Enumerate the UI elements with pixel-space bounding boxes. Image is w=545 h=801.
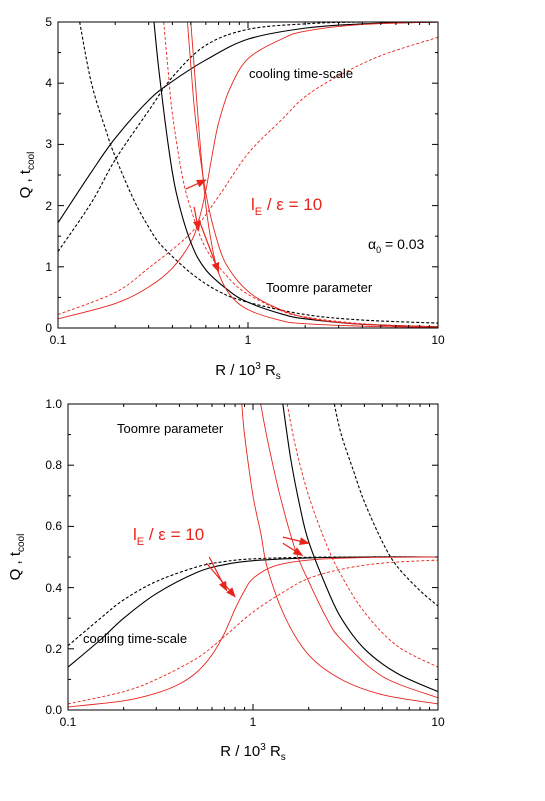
y-tick-label: 1.0 [45, 397, 62, 411]
top-x-tick-labels: 0.1 1 10 [50, 333, 445, 347]
x-tick-label: 10 [431, 715, 445, 729]
y-tick-label: 1 [45, 260, 52, 274]
top-cooling-annotation: cooling time-scale [249, 66, 353, 81]
y-tick-label: 3 [45, 137, 52, 151]
solid-red-series-line [190, 22, 438, 328]
x-tick-label: 1 [250, 715, 257, 729]
dashed-black-series-line [68, 556, 438, 647]
solid-red-series-line [186, 22, 438, 328]
solid-red-series-line [260, 404, 438, 699]
y-tick-label: 0 [45, 321, 52, 335]
top-curves [58, 22, 438, 328]
solid-black-series-line [282, 404, 438, 693]
y-tick-label: 4 [45, 76, 52, 90]
dashed-red-series-line [58, 36, 438, 315]
bottom-ratio-annotation: lE / ε = 10 [133, 525, 204, 548]
dashed-red-series-line [163, 22, 438, 328]
bottom-cooling-annotation: cooling time-scale [83, 631, 187, 646]
top-panel: 0 1 2 3 4 5 0.1 1 10 R / 103 Rs Q , tcoo… [17, 15, 445, 382]
y-tick-label: 0.6 [45, 519, 62, 533]
x-tick-label: 0.1 [60, 715, 77, 729]
annotation-arrow [198, 218, 220, 273]
x-tick-label: 10 [431, 333, 445, 347]
y-tick-label: 5 [45, 15, 52, 29]
y-tick-label: 0.4 [45, 581, 62, 595]
bottom-x-tick-labels: 0.1 1 10 [60, 715, 445, 729]
annotation-arrow [192, 206, 201, 232]
top-ticks [57, 21, 439, 329]
top-y-axis-label: Q , tcool [17, 152, 37, 199]
bottom-arrows [205, 536, 310, 598]
bottom-y-tick-labels: 0.0 0.2 0.4 0.6 0.8 1.0 [45, 397, 62, 717]
annotation-arrow [185, 179, 207, 190]
bottom-panel: 0.0 0.2 0.4 0.6 0.8 1.0 0.1 1 10 R / 103… [7, 397, 445, 763]
y-tick-label: 0.2 [45, 642, 62, 656]
dashed-black-series-line [58, 22, 438, 252]
dashed-red-series-line [68, 559, 438, 705]
annotation-arrow [208, 556, 228, 592]
dashed-black-series-line [333, 404, 438, 607]
dashed-red-series-line [286, 404, 438, 668]
top-y-tick-labels: 0 1 2 3 4 5 [45, 15, 52, 335]
solid-black-series-line [153, 22, 438, 328]
top-alpha-annotation: α0 = 0.03 [368, 236, 425, 255]
x-tick-label: 0.1 [50, 333, 67, 347]
solid-red-series-line [241, 404, 438, 705]
bottom-x-axis-label: R / 103 Rs [220, 742, 286, 763]
annotation-arrow [205, 562, 236, 598]
top-toomre-annotation: Toomre parameter [266, 280, 373, 295]
annotation-arrow [282, 542, 304, 557]
bottom-y-axis-label: Q , tcool [7, 534, 27, 581]
x-tick-label: 1 [245, 333, 252, 347]
top-x-axis-label: R / 103 Rs [215, 361, 281, 382]
y-tick-label: 2 [45, 199, 52, 213]
top-ratio-annotation: lE / ε = 10 [251, 195, 322, 218]
annotation-arrow [282, 536, 310, 546]
solid-red-series-line [58, 22, 438, 320]
top-arrows [185, 179, 220, 273]
solid-red-series-line [68, 556, 438, 708]
solid-black-series-line [58, 22, 438, 224]
bottom-ticks [67, 403, 439, 711]
y-tick-label: 0.8 [45, 458, 62, 472]
bottom-curves [68, 404, 438, 708]
top-plot-frame [57, 21, 439, 329]
bottom-toomre-annotation: Toomre parameter [117, 421, 224, 436]
y-tick-label: 0.0 [45, 703, 62, 717]
